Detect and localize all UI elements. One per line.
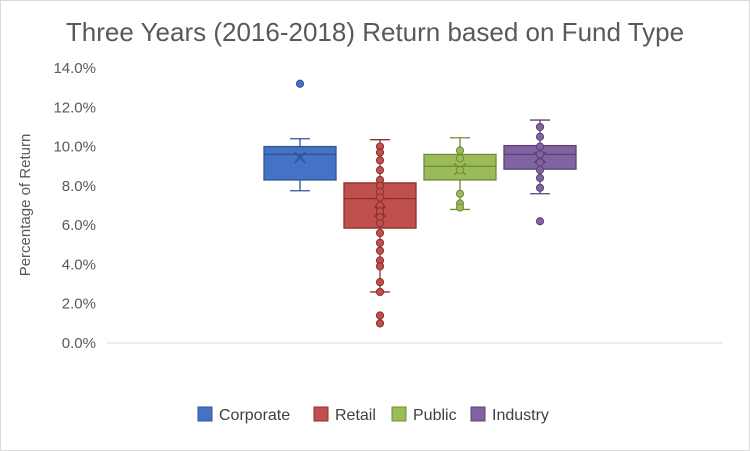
y-tick-label: 10.0%: [53, 139, 96, 156]
series-retail: [343, 139, 417, 328]
data-point: [455, 189, 465, 198]
data-point: [375, 193, 385, 202]
data-point: [535, 150, 545, 159]
y-tick-label: 4.0%: [62, 256, 96, 273]
legend-label-public: Public: [413, 407, 457, 424]
legend-swatch-public: [391, 406, 407, 422]
legend-swatch-retail: [313, 406, 329, 422]
y-tick-label: 14.0%: [53, 60, 96, 77]
data-point: [535, 158, 545, 167]
data-point: [455, 203, 465, 212]
y-axis-ticks: 0.0% 2.0% 4.0% 6.0% 8.0% 10.0% 12.0% 14.0%: [53, 60, 96, 352]
data-point: [535, 142, 545, 151]
data-point: [375, 278, 385, 287]
legend-label-industry: Industry: [492, 407, 549, 424]
data-point: [375, 319, 385, 328]
y-tick-label: 8.0%: [62, 178, 96, 195]
data-point: [375, 311, 385, 320]
chart-title: Three Years (2016-2018) Return based on …: [66, 17, 684, 47]
y-tick-label: 2.0%: [62, 296, 96, 313]
data-point: [375, 219, 385, 228]
series-industry: [503, 119, 577, 226]
data-point: [535, 173, 545, 183]
data-point: [375, 262, 385, 271]
data-point: [535, 132, 545, 141]
y-axis-title: Percentage of Return: [17, 134, 34, 277]
legend-swatch-industry: [470, 406, 486, 422]
legend: Corporate Retail Public Industry: [197, 406, 549, 424]
data-point: [375, 156, 385, 165]
data-point: [375, 246, 385, 255]
data-point: [535, 166, 545, 175]
series-corporate: [263, 79, 337, 192]
mean-marker: [293, 151, 307, 164]
data-point: [295, 79, 305, 88]
legend-swatch-corporate: [197, 406, 213, 422]
legend-label-retail: Retail: [335, 407, 376, 424]
data-point: [455, 146, 465, 155]
data-point: [375, 166, 385, 175]
data-point: [375, 228, 385, 238]
data-point: [535, 122, 545, 132]
y-tick-label: 0.0%: [62, 335, 96, 352]
data-point: [535, 183, 545, 192]
legend-label-corporate: Corporate: [219, 407, 290, 424]
data-point: [375, 148, 385, 157]
box-plot-series: [263, 79, 577, 328]
data-point: [375, 238, 385, 247]
y-tick-label: 12.0%: [53, 99, 96, 116]
data-point: [375, 287, 385, 297]
y-tick-label: 6.0%: [62, 217, 96, 234]
data-point: [455, 166, 465, 175]
data-point: [455, 154, 465, 163]
series-public: [423, 137, 497, 212]
data-point: [535, 217, 545, 226]
box: [263, 145, 337, 181]
